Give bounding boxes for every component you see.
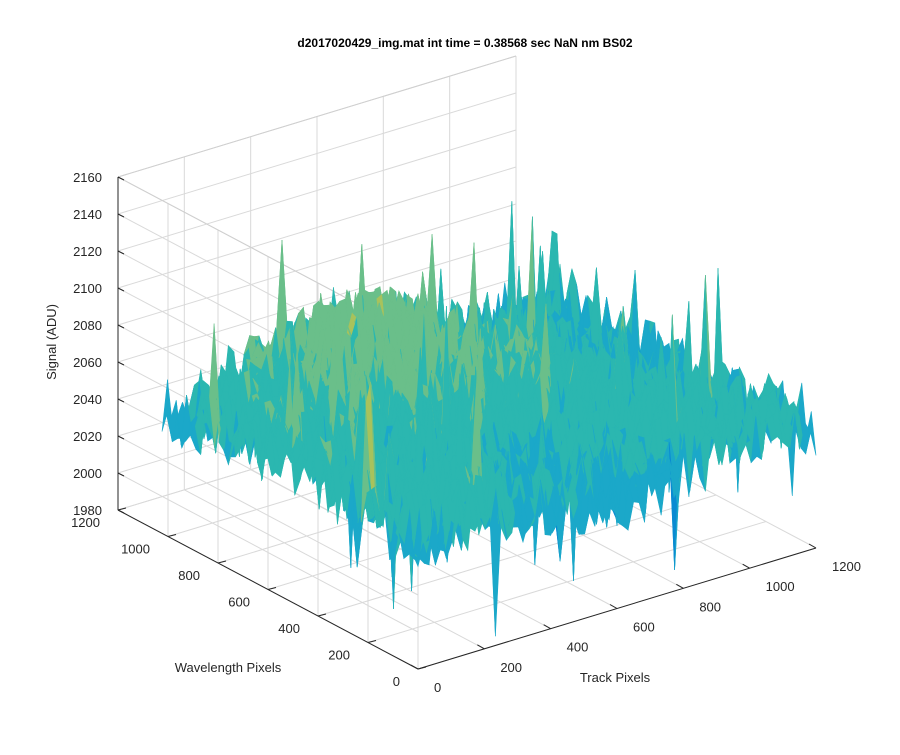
x-tick-label: 1200 <box>832 559 861 574</box>
y-axis-label: Wavelength Pixels <box>175 660 282 675</box>
x-tick-label: 600 <box>633 620 655 635</box>
grid-line <box>117 203 517 326</box>
box-edge <box>117 55 517 178</box>
grid-line <box>367 521 767 643</box>
x-tick <box>742 563 750 569</box>
grid-line <box>117 129 517 252</box>
surface-layer <box>161 201 817 637</box>
grid-line <box>117 240 517 363</box>
z-tick <box>117 398 125 403</box>
y-tick-label: 1000 <box>121 542 150 557</box>
y-tick <box>317 613 327 617</box>
y-tick <box>117 507 127 511</box>
surface-patch <box>805 411 817 456</box>
x-tick-label: 800 <box>699 599 721 614</box>
y-tick-label: 1200 <box>71 515 100 530</box>
grid-line <box>117 398 419 559</box>
y-tick-label: 600 <box>228 595 250 610</box>
z-tick-label: 2140 <box>73 207 102 222</box>
x-tick <box>543 624 551 630</box>
grid-line <box>117 435 419 596</box>
x-tick-label: 400 <box>567 640 589 655</box>
grid-line <box>117 472 419 633</box>
x-tick-label: 0 <box>434 680 441 695</box>
z-tick <box>117 287 125 292</box>
z-tick <box>117 250 125 255</box>
y-tick <box>217 560 227 564</box>
y-tick-label: 400 <box>278 621 300 636</box>
x-tick <box>477 644 485 650</box>
z-tick-label: 2160 <box>73 170 102 185</box>
z-tick-label: 2060 <box>73 355 102 370</box>
z-tick-label: 2040 <box>73 392 102 407</box>
z-axis-label: Signal (ADU) <box>44 304 59 380</box>
z-tick <box>117 361 125 366</box>
y-tick-label: 0 <box>393 674 400 689</box>
y-tick <box>367 640 377 643</box>
z-tick <box>117 213 125 218</box>
x-tick <box>410 664 419 670</box>
z-tick-label: 2020 <box>73 429 102 444</box>
z-tick-label: 2000 <box>73 466 102 481</box>
x-tick <box>609 604 618 609</box>
grid-line <box>117 92 517 215</box>
x-tick-label: 200 <box>500 660 522 675</box>
z-tick-label: 2080 <box>73 318 102 333</box>
z-tick <box>117 472 125 477</box>
x-tick-label: 1000 <box>766 579 795 594</box>
z-tick <box>117 176 125 181</box>
x-axis-label: Track Pixels <box>580 670 651 685</box>
y-tick <box>167 534 177 537</box>
z-tick <box>117 435 125 440</box>
y-tick-label: 800 <box>178 568 200 583</box>
y-tick-label: 200 <box>328 648 350 663</box>
x-tick <box>808 543 817 549</box>
grid-line <box>317 494 717 617</box>
axis-layer: 1980200020202040206020802100212021402160… <box>71 170 861 695</box>
z-tick-label: 2100 <box>73 281 102 296</box>
z-tick <box>117 324 125 329</box>
z-tick-label: 2120 <box>73 244 102 259</box>
y-tick <box>267 587 277 590</box>
z-tick-label: 1980 <box>73 503 102 518</box>
chart-title: d2017020429_img.mat int time = 0.38568 s… <box>297 36 633 50</box>
label-layer: d2017020429_img.mat int time = 0.38568 s… <box>44 36 651 685</box>
x-tick <box>676 583 684 589</box>
grid-line <box>117 166 517 289</box>
